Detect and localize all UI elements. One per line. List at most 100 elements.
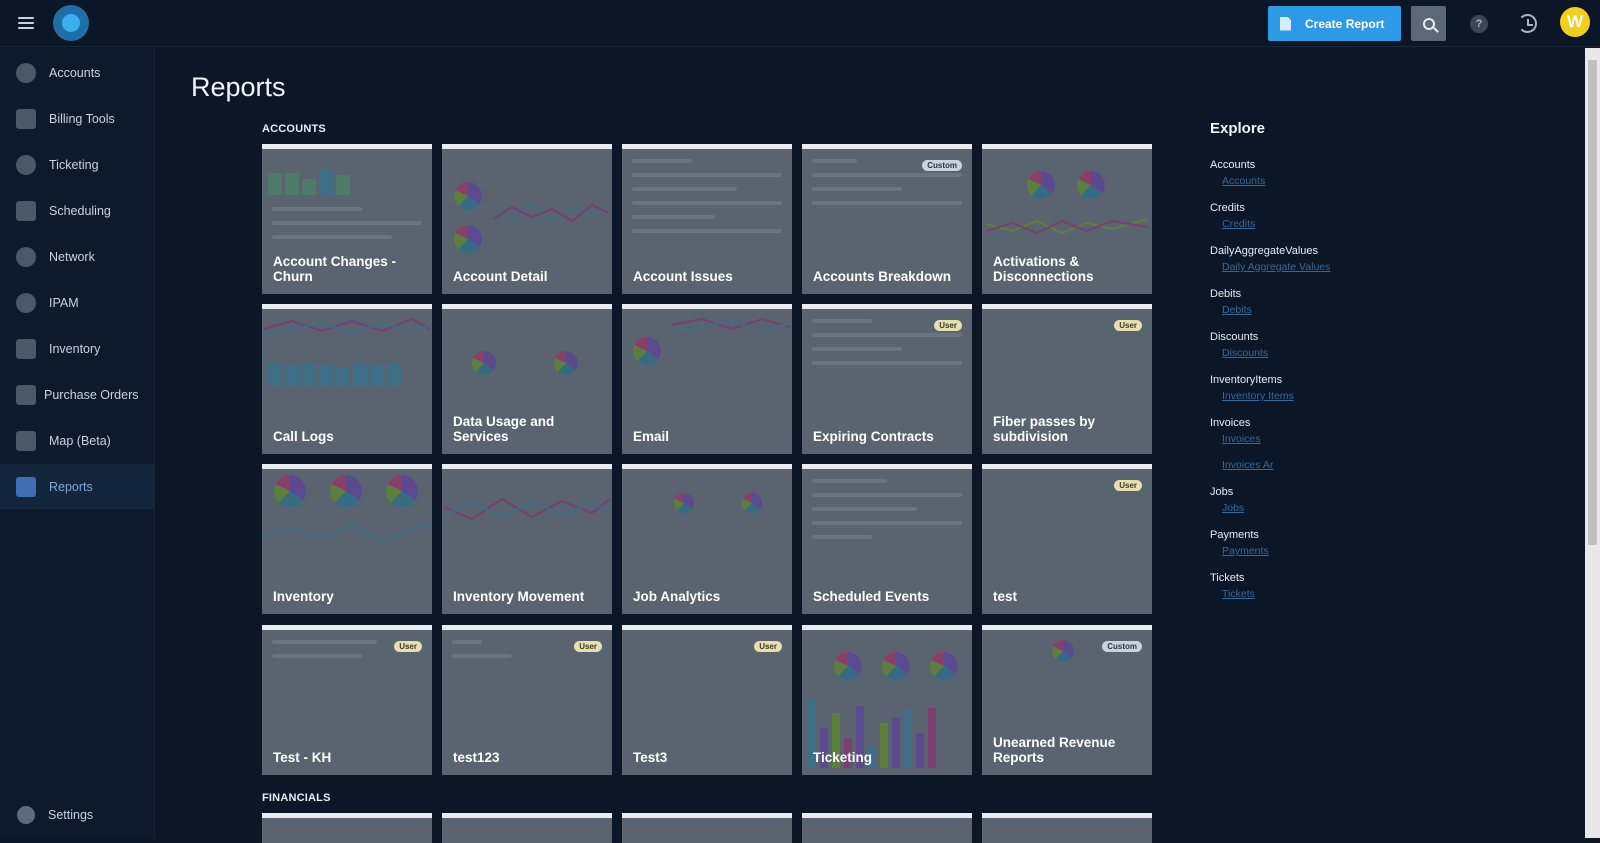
sidebar: Accounts Billing Tools Ticketing Schedul… xyxy=(0,48,155,838)
top-bar: Create Report ? W xyxy=(0,0,1600,47)
card-title: Activations & Disconnections xyxy=(993,254,1094,284)
history-icon[interactable] xyxy=(1518,14,1537,33)
report-card-job-analytics[interactable]: Job Analytics xyxy=(622,464,792,614)
calendar-icon xyxy=(16,200,36,221)
section-label-financials: FINANCIALS xyxy=(262,792,331,804)
report-card-inventory[interactable]: Inventory xyxy=(262,464,432,614)
sidebar-item-settings[interactable]: Settings xyxy=(0,795,155,835)
cart-icon xyxy=(16,338,36,359)
report-card-call-logs[interactable]: Call Logs xyxy=(262,304,432,454)
card-title: Test - KH xyxy=(273,750,332,765)
explore-group-label: InventoryItems xyxy=(1210,374,1283,386)
explore-link-inventory-items[interactable]: Inventory Items xyxy=(1222,390,1294,402)
create-report-label: Create Report xyxy=(1305,16,1385,31)
sidebar-item-ipam[interactable]: IPAM xyxy=(0,280,155,325)
card-title: test xyxy=(993,589,1018,604)
report-card-unearned-revenue[interactable]: Custom Unearned Revenue Reports xyxy=(982,625,1152,775)
explore-group-credits: Credits Credits xyxy=(1210,202,1410,230)
explore-group-invoices: Invoices Invoices Invoices Ar xyxy=(1210,417,1410,471)
search-button[interactable] xyxy=(1411,6,1446,41)
explore-group-label: Credits xyxy=(1210,202,1245,214)
explore-link-tickets[interactable]: Tickets xyxy=(1222,588,1255,600)
line-chart-thumbnail xyxy=(263,523,431,543)
report-card-ticketing[interactable]: Ticketing xyxy=(802,625,972,775)
card-title: Job Analytics xyxy=(633,589,721,604)
line-chart-thumbnail xyxy=(443,497,611,521)
report-card-financial-3[interactable] xyxy=(622,813,792,843)
sidebar-item-label: Purchase Orders xyxy=(44,387,139,402)
scrollbar-thumb[interactable] xyxy=(1588,60,1597,545)
explore-group-daily-aggregate-values: DailyAggregateValues Daily Aggregate Val… xyxy=(1210,245,1410,273)
report-card-test[interactable]: User test xyxy=(982,464,1152,614)
abacus-icon xyxy=(16,108,36,129)
explore-link-debits[interactable]: Debits xyxy=(1222,304,1252,316)
card-title: Inventory Movement xyxy=(453,589,585,604)
section-label-accounts: ACCOUNTS xyxy=(262,123,326,135)
sidebar-item-network[interactable]: Network xyxy=(0,234,155,279)
line-chart-thumbnail xyxy=(493,202,609,223)
settings-label: Settings xyxy=(48,808,94,822)
sidebar-item-reports[interactable]: Reports xyxy=(0,464,155,509)
report-card-test-kh[interactable]: User Test - KH xyxy=(262,625,432,775)
explore-link-invoices-ar[interactable]: Invoices Ar xyxy=(1222,459,1274,471)
custom-badge: Custom xyxy=(922,160,962,171)
sidebar-item-purchase-orders[interactable]: Purchase Orders xyxy=(0,372,155,417)
report-card-data-usage-services[interactable]: Data Usage and Services xyxy=(442,304,612,454)
clipboard-icon xyxy=(16,384,36,405)
report-card-financial-5[interactable] xyxy=(982,813,1152,843)
sidebar-item-scheduling[interactable]: Scheduling xyxy=(0,188,155,233)
sidebar-item-ticketing[interactable]: Ticketing xyxy=(0,142,155,187)
sidebar-item-map-beta[interactable]: Map (Beta) xyxy=(0,418,155,463)
explore-panel: Explore Accounts Accounts Credits Credit… xyxy=(1210,120,1410,615)
explore-link-discounts[interactable]: Discounts xyxy=(1222,347,1269,359)
help-icon[interactable]: ? xyxy=(1470,15,1488,33)
explore-link-credits[interactable]: Credits xyxy=(1222,218,1256,230)
explore-group-inventory-items: InventoryItems Inventory Items xyxy=(1210,374,1410,402)
report-card-account-issues[interactable]: Account Issues xyxy=(622,144,792,294)
explore-group-label: Accounts xyxy=(1210,159,1256,171)
explore-group-label: Payments xyxy=(1210,529,1259,541)
hamburger-menu-icon[interactable] xyxy=(18,17,34,29)
explore-group-jobs: Jobs Jobs xyxy=(1210,486,1410,514)
report-card-fiber-passes[interactable]: User Fiber passes by subdivision xyxy=(982,304,1152,454)
explore-link-payments[interactable]: Payments xyxy=(1222,545,1269,557)
create-report-button[interactable]: Create Report xyxy=(1268,6,1401,41)
user-badge: User xyxy=(574,641,602,652)
app-logo[interactable] xyxy=(53,5,89,41)
explore-link-jobs[interactable]: Jobs xyxy=(1222,502,1245,514)
card-title: Fiber passes by subdivision xyxy=(993,414,1096,444)
report-card-scheduled-events[interactable]: Scheduled Events xyxy=(802,464,972,614)
explore-link-accounts[interactable]: Accounts xyxy=(1222,175,1266,187)
report-card-financial-1[interactable] xyxy=(262,813,432,843)
custom-badge: Custom xyxy=(1102,641,1142,652)
explore-group-debits: Debits Debits xyxy=(1210,288,1410,316)
report-card-account-changes-churn[interactable]: Account Changes - Churn xyxy=(262,144,432,294)
report-card-account-detail[interactable]: Account Detail xyxy=(442,144,612,294)
user-badge: User xyxy=(934,320,962,331)
report-card-financial-2[interactable] xyxy=(442,813,612,843)
sidebar-item-billing-tools[interactable]: Billing Tools xyxy=(0,96,155,141)
sidebar-item-label: Scheduling xyxy=(49,203,111,218)
report-card-activations-disconnections[interactable]: Activations & Disconnections xyxy=(982,144,1152,294)
user-avatar[interactable]: W xyxy=(1560,7,1590,37)
sidebar-item-accounts[interactable]: Accounts xyxy=(0,50,155,95)
explore-group-label: Jobs xyxy=(1210,486,1234,498)
card-title: Expiring Contracts xyxy=(813,429,934,444)
report-card-financial-4[interactable] xyxy=(802,813,972,843)
sidebar-item-label: Inventory xyxy=(49,341,101,356)
report-card-email[interactable]: Email xyxy=(622,304,792,454)
card-title: Scheduled Events xyxy=(813,589,930,604)
report-card-expiring-contracts[interactable]: User Expiring Contracts xyxy=(802,304,972,454)
explore-group-label: DailyAggregateValues xyxy=(1210,245,1319,257)
card-title: Unearned Revenue Reports xyxy=(993,735,1116,765)
explore-link-invoices[interactable]: Invoices xyxy=(1222,433,1261,445)
explore-link-daily-aggregate-values[interactable]: Daily Aggregate Values xyxy=(1222,261,1331,273)
person-icon xyxy=(16,62,36,83)
report-card-test3[interactable]: User Test3 xyxy=(622,625,792,775)
sidebar-item-inventory[interactable]: Inventory xyxy=(0,326,155,371)
card-title: Email xyxy=(633,429,670,444)
report-card-accounts-breakdown[interactable]: Custom Accounts Breakdown xyxy=(802,144,972,294)
report-card-inventory-movement[interactable]: Inventory Movement xyxy=(442,464,612,614)
card-title: test123 xyxy=(453,750,500,765)
report-card-test123[interactable]: User test123 xyxy=(442,625,612,775)
